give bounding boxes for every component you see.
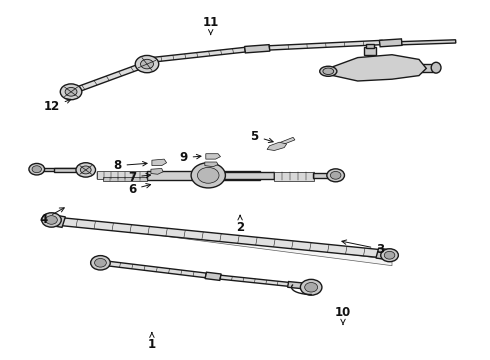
Polygon shape <box>149 48 245 62</box>
Text: 5: 5 <box>250 130 273 143</box>
Circle shape <box>135 55 159 73</box>
Polygon shape <box>288 282 307 289</box>
Polygon shape <box>402 40 456 45</box>
Polygon shape <box>270 40 382 50</box>
Polygon shape <box>267 142 287 150</box>
Polygon shape <box>206 154 220 159</box>
Circle shape <box>60 84 82 100</box>
Polygon shape <box>37 168 76 171</box>
Text: 6: 6 <box>128 183 150 196</box>
Circle shape <box>197 167 219 183</box>
Polygon shape <box>220 275 290 286</box>
Polygon shape <box>205 272 221 280</box>
Circle shape <box>42 213 61 227</box>
Circle shape <box>141 59 153 69</box>
Text: 7: 7 <box>128 171 150 184</box>
Text: 12: 12 <box>44 99 71 113</box>
Text: 1: 1 <box>148 333 156 351</box>
Circle shape <box>300 279 322 295</box>
Text: 3: 3 <box>342 240 385 256</box>
Polygon shape <box>419 64 436 72</box>
Circle shape <box>46 216 57 224</box>
Text: 8: 8 <box>113 159 147 172</box>
Polygon shape <box>367 44 373 48</box>
Circle shape <box>330 171 341 179</box>
Polygon shape <box>103 177 147 181</box>
Text: 9: 9 <box>179 151 201 164</box>
Polygon shape <box>274 172 314 181</box>
Polygon shape <box>97 171 147 179</box>
Circle shape <box>384 251 395 259</box>
Polygon shape <box>245 45 270 53</box>
Polygon shape <box>379 39 402 47</box>
Polygon shape <box>54 168 86 172</box>
Circle shape <box>91 256 110 270</box>
Circle shape <box>76 163 96 177</box>
Polygon shape <box>279 137 295 145</box>
Text: 10: 10 <box>335 306 351 325</box>
Polygon shape <box>137 227 392 266</box>
Text: 2: 2 <box>236 215 244 234</box>
Polygon shape <box>333 55 426 81</box>
Circle shape <box>95 258 106 267</box>
Circle shape <box>29 163 45 175</box>
Polygon shape <box>151 168 163 174</box>
Circle shape <box>191 163 225 188</box>
Text: 4: 4 <box>39 208 64 226</box>
Polygon shape <box>224 172 274 179</box>
Circle shape <box>305 283 318 292</box>
Polygon shape <box>205 162 218 167</box>
Polygon shape <box>70 63 146 94</box>
Polygon shape <box>313 173 333 178</box>
Ellipse shape <box>320 66 337 76</box>
Polygon shape <box>152 159 167 166</box>
Circle shape <box>327 169 344 182</box>
Polygon shape <box>58 217 383 258</box>
Ellipse shape <box>431 62 441 73</box>
Ellipse shape <box>323 68 334 75</box>
Polygon shape <box>147 171 260 180</box>
Polygon shape <box>54 215 65 228</box>
Polygon shape <box>107 261 206 278</box>
Polygon shape <box>364 47 376 55</box>
Circle shape <box>381 249 398 262</box>
Polygon shape <box>376 248 389 260</box>
Circle shape <box>80 166 91 174</box>
Circle shape <box>32 166 42 173</box>
Text: 11: 11 <box>202 16 219 35</box>
Circle shape <box>65 87 77 96</box>
